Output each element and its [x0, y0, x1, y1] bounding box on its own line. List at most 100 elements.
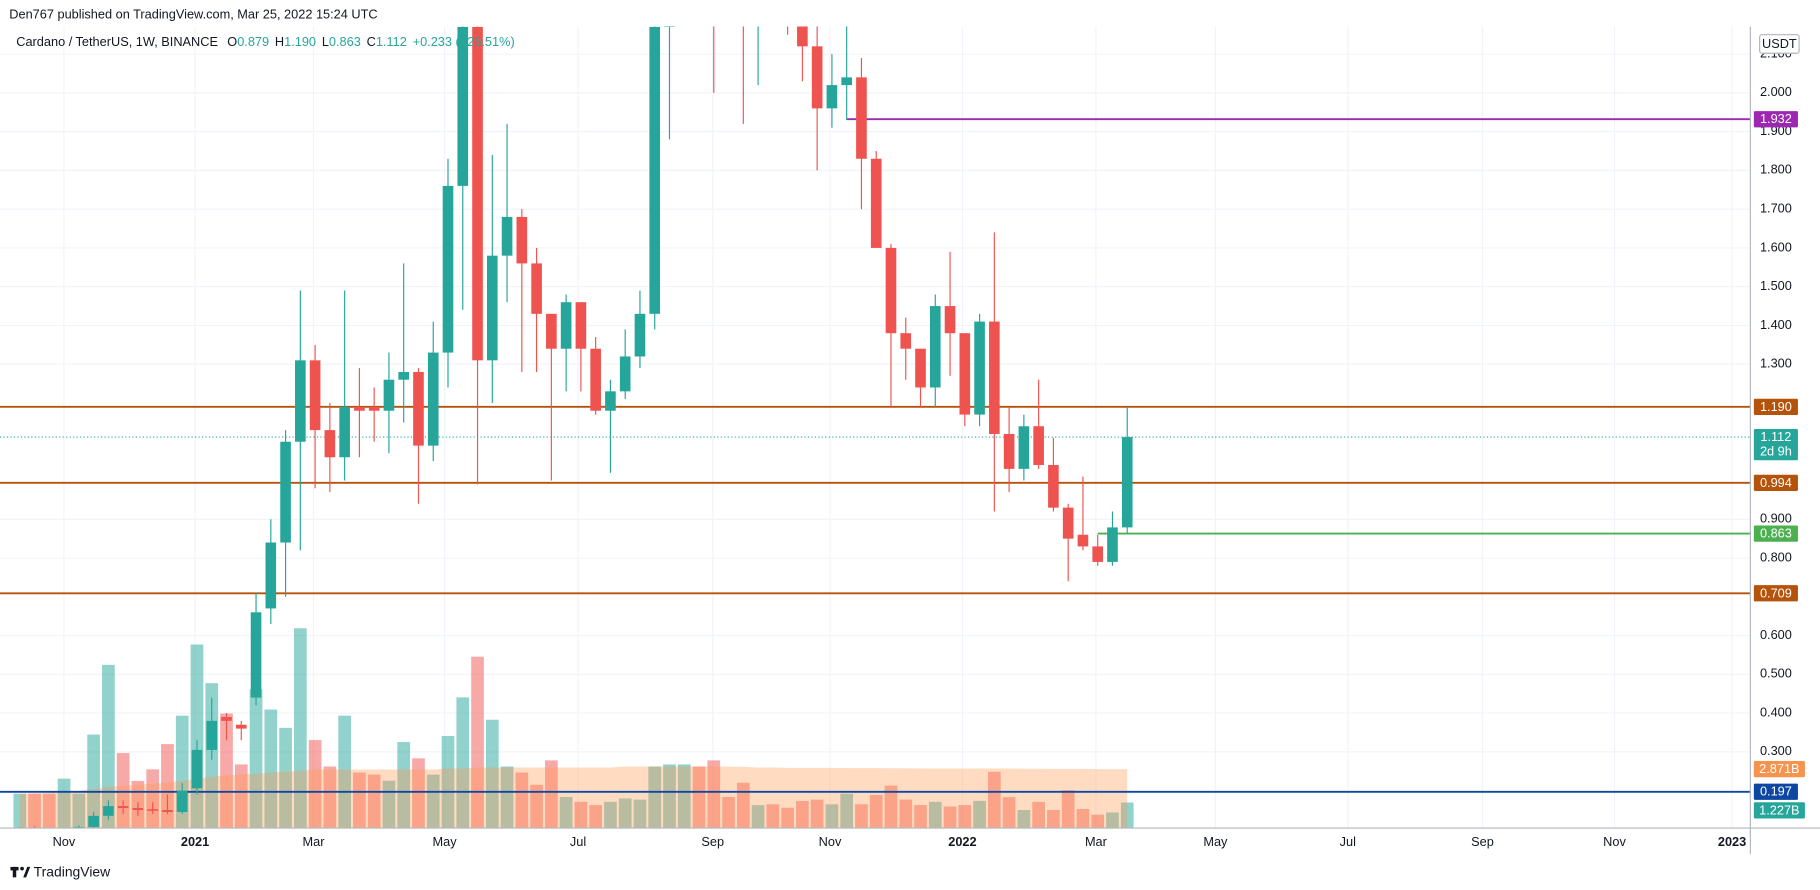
x-tick-label: Nov [819, 834, 842, 849]
candle-body [1062, 507, 1074, 539]
volume-bar [648, 766, 662, 828]
volume-bar [855, 804, 868, 828]
candle-body [797, 26, 808, 47]
candle-body [117, 806, 129, 809]
y-tick-label: 1.300 [1760, 356, 1792, 371]
candle-body [605, 391, 616, 411]
volume-bar [987, 771, 1001, 828]
candle-body [944, 306, 956, 334]
candle-body [339, 406, 350, 458]
candle-body [413, 371, 424, 446]
volume-bar [28, 793, 41, 828]
candle-body [1092, 546, 1104, 562]
candle-body [88, 815, 99, 828]
candle-body [354, 406, 365, 411]
candle-body [176, 790, 188, 812]
candle-body [885, 247, 897, 334]
legend: Cardano / TetherUS, 1W, BINANCE O0.879 H1.… [16, 34, 514, 49]
volume-bar [456, 697, 470, 828]
volume-bar [234, 764, 248, 828]
candle-body [1003, 433, 1015, 469]
volume-bar [736, 782, 750, 828]
volume-bar [1091, 814, 1105, 828]
level-label-box [1753, 585, 1798, 602]
candle-body [1077, 534, 1089, 547]
candle-body [162, 810, 173, 812]
volume-bar [42, 793, 56, 828]
x-tick-label: Mar [302, 834, 325, 849]
volume-bar [751, 805, 765, 828]
candle-body [974, 321, 985, 415]
candle-body [295, 360, 306, 442]
candle-body [619, 356, 631, 392]
volume-bar [72, 793, 86, 828]
candle-body [73, 827, 85, 828]
candle-body [265, 542, 277, 609]
candle-body [280, 441, 291, 543]
level-label-box [1753, 398, 1798, 415]
y-tick-label: 1.500 [1760, 278, 1792, 293]
candle-body [398, 371, 410, 380]
y-tick-label: 1.700 [1760, 201, 1792, 216]
candle-body [870, 158, 882, 248]
volume-bar [412, 758, 425, 828]
volume-bar [279, 727, 292, 828]
candle-body [959, 333, 971, 415]
x-tick-label: Jul [570, 834, 586, 849]
candle-body [546, 313, 557, 349]
legend-value: 1.190 [284, 34, 316, 49]
volume-bar [485, 719, 499, 828]
legend-value: 0.863 [329, 34, 361, 49]
y-tick-label: 0.500 [1760, 666, 1792, 681]
candle-body [1121, 437, 1133, 528]
volume-bar [559, 796, 573, 828]
x-tick-label: Nov [53, 834, 76, 849]
volume-bar [441, 735, 455, 828]
volume-bar [1061, 790, 1075, 828]
volume-bar [13, 793, 27, 828]
candle-body [516, 216, 528, 264]
volume-bar [264, 709, 278, 828]
level-label: 1.932 [1760, 111, 1792, 126]
y-tick-label: 0.600 [1760, 627, 1792, 642]
level-label-box [1753, 525, 1798, 542]
candle-body [634, 313, 646, 357]
volume-bar [102, 664, 115, 828]
volume-bar [574, 801, 588, 828]
volume-bar [884, 785, 898, 828]
volume-bar [530, 784, 543, 828]
candle-body [915, 348, 926, 388]
candle-body [442, 185, 454, 353]
candle-body [841, 77, 852, 86]
x-tick-label: 2023 [1718, 834, 1746, 849]
x-tick-label: Jul [1340, 834, 1356, 849]
volume-bar [604, 801, 617, 828]
volume-bar [338, 715, 351, 828]
volume-bar [308, 740, 322, 828]
candle-body [989, 321, 1000, 434]
level-label: 0.863 [1760, 526, 1792, 541]
volume-bar [869, 794, 883, 828]
volume-ma-box [1753, 760, 1805, 778]
volume-bar [928, 801, 942, 828]
y-tick-label: 1.400 [1760, 317, 1792, 332]
last-price-box [1753, 428, 1798, 461]
x-tick-label: May [1203, 834, 1228, 849]
candle-body [1033, 426, 1044, 465]
volume-bar [471, 656, 484, 828]
legend-key: H [275, 34, 284, 49]
volume-bar [1032, 801, 1045, 828]
volume-bar [1002, 797, 1016, 828]
level-label: 0.994 [1760, 475, 1792, 490]
candle-body [191, 749, 203, 789]
volume-bar [663, 764, 676, 828]
y-tick-label: 0.400 [1760, 704, 1792, 719]
candle-body [103, 806, 114, 816]
candle-body [501, 216, 513, 256]
volume-bar [589, 805, 603, 828]
x-tick-label: 2022 [948, 834, 976, 849]
volume-bar [353, 772, 366, 828]
volume-bar [500, 766, 514, 828]
volume-bar [958, 805, 972, 828]
